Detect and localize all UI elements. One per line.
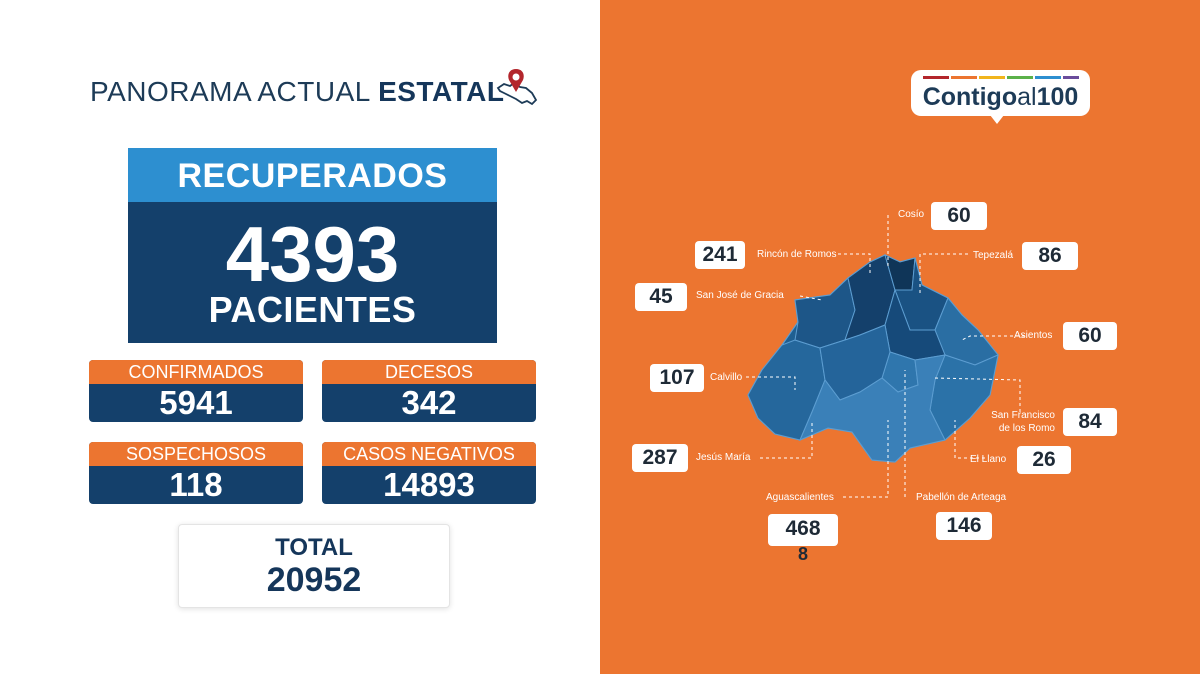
- value-overflow-aguascalientes: 8: [797, 544, 808, 564]
- stat-value: 118: [169, 466, 223, 503]
- label-rincon-de-romos: Rincón de Romos: [757, 249, 837, 260]
- recuperados-unit: PACIENTES: [208, 289, 417, 330]
- value-box-pabellon-de-arteaga: 146: [936, 512, 992, 540]
- stat-confirmados: CONFIRMADOS 5941: [89, 360, 303, 422]
- label-jesus-maria: Jesús María: [696, 452, 751, 463]
- logo-bar-green: [1007, 76, 1033, 79]
- value-box-jesus-maria: 287: [632, 444, 688, 472]
- label-el-llano: El Llano: [970, 454, 1007, 465]
- region-aguascalientes: [799, 354, 946, 463]
- logo-number: 100: [1036, 83, 1079, 111]
- label-san-francisco-line1: San Francisco: [991, 410, 1055, 421]
- value-box-cosio: 60: [931, 202, 987, 230]
- page-title: PANORAMA ACTUAL ESTATAL: [90, 76, 504, 108]
- recuperados-card: RECUPERADOS 4393 PACIENTES: [128, 148, 497, 343]
- recuperados-value: 4393: [225, 210, 400, 298]
- value-box-aguascalientes: 468: [768, 514, 838, 546]
- stat-label: CONFIRMADOS: [89, 360, 303, 384]
- value-box-tepezala: 86: [1022, 242, 1078, 270]
- leader-lines: [746, 215, 1025, 498]
- logo-text: Contigoal100: [911, 83, 1090, 111]
- stat-decesos: DECESOS 342: [322, 360, 536, 422]
- logo-small: al: [1017, 83, 1037, 111]
- logo-bar-red: [923, 76, 949, 79]
- logo-bar-blue: [1035, 76, 1061, 79]
- stat-label: CASOS NEGATIVOS: [322, 442, 536, 466]
- left-panel: PANORAMA ACTUAL ESTATAL RECUPERADOS 4393…: [89, 66, 540, 608]
- logo-bar-orange: [951, 76, 977, 79]
- mexico-map-pin-icon: [494, 66, 540, 117]
- label-asientos: Asientos: [1014, 330, 1053, 341]
- stat-casos-negativos: CASOS NEGATIVOS 14893: [322, 442, 536, 504]
- logo-bar-purple: [1063, 76, 1079, 79]
- label-aguascalientes: Aguascalientes: [766, 492, 834, 503]
- total-value: 20952: [266, 561, 362, 599]
- logo-word: Contigo: [922, 83, 1018, 111]
- logo-pointer: [990, 115, 1004, 124]
- stat-value: 5941: [159, 384, 233, 421]
- recuperados-label: RECUPERADOS: [128, 148, 497, 202]
- aguascalientes-map: [746, 215, 1025, 498]
- label-calvillo: Calvillo: [710, 372, 743, 383]
- label-tepezala: Tepezalá: [973, 250, 1014, 261]
- value-box-rincon-de-romos: 241: [695, 241, 745, 269]
- stat-value: 14893: [383, 466, 475, 503]
- logo-bar-yellow: [979, 76, 1005, 79]
- label-pabellon-de-arteaga: Pabellón de Arteaga: [916, 492, 1007, 503]
- label-san-francisco-line2: de los Romo: [998, 423, 1055, 434]
- label-san-jose-de-gracia: San José de Gracia: [696, 290, 784, 301]
- value-box-el-llano: 26: [1017, 446, 1071, 474]
- total-card: TOTAL 20952: [178, 524, 450, 608]
- stat-label: SOSPECHOSOS: [89, 442, 303, 466]
- contigo-al-100-logo: Contigoal100: [911, 70, 1090, 116]
- title-prefix: PANORAMA ACTUAL: [90, 76, 379, 107]
- title-bold: ESTATAL: [378, 76, 505, 107]
- value-box-asientos: 60: [1063, 322, 1117, 350]
- stat-value: 342: [401, 384, 457, 421]
- value-box-san-francisco-de-los-romo: 84: [1063, 408, 1117, 436]
- label-cosio: Cosío: [898, 209, 925, 220]
- total-label: TOTAL: [275, 534, 353, 561]
- value-box-san-jose-de-gracia: 45: [635, 283, 687, 311]
- value-box-calvillo: 107: [650, 364, 704, 392]
- stat-label: DECESOS: [322, 360, 536, 384]
- stat-sospechosos: SOSPECHOSOS 118: [89, 442, 303, 504]
